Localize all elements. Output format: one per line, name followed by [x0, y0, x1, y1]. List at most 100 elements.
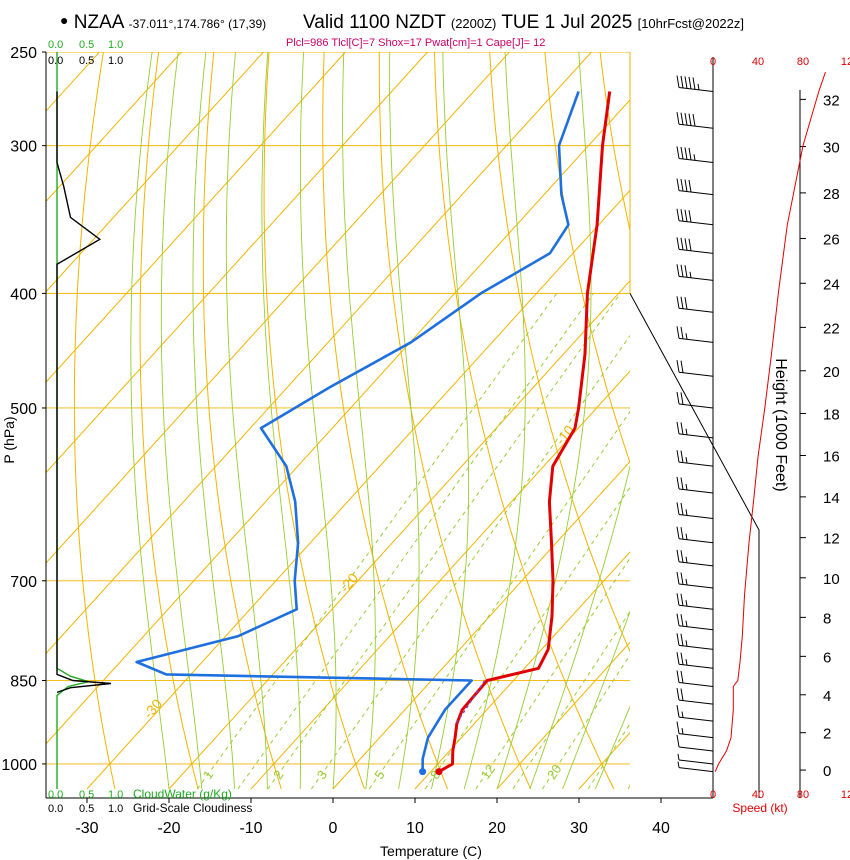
wind-barb	[676, 476, 714, 494]
temperature-tick-label: -20	[157, 820, 180, 837]
moist-adiabat	[225, 52, 268, 790]
speed-tick-label: 80	[797, 789, 809, 801]
pressure-tick-label: 850	[10, 673, 37, 690]
moist-adiabat	[529, 464, 630, 790]
temperature-tick-label: -10	[239, 820, 262, 837]
moist-adiabat	[160, 52, 203, 790]
pressure-tick-label: 250	[10, 45, 37, 62]
wind-barb	[676, 326, 714, 343]
wind-barb	[676, 593, 714, 610]
height-tick-label: 10	[823, 571, 840, 588]
wind-barb	[676, 112, 714, 129]
mixing-ratio-label: 20	[544, 762, 565, 782]
height-axis-label: Height (1000 Feet)	[772, 358, 789, 491]
speed-tick-label: 0	[710, 56, 716, 68]
wind-barb	[676, 633, 714, 650]
temperature-tick-label: 20	[488, 820, 506, 837]
speed-tick-label: 40	[752, 56, 764, 68]
speed-tick-label: 12	[841, 789, 850, 801]
cloudwater-label: CloudWater (g/Kg)	[133, 787, 232, 801]
isotherm-line	[46, 52, 428, 474]
wind-barb	[677, 761, 714, 773]
isotherm-line	[250, 370, 630, 790]
wind-barb	[676, 526, 714, 544]
dry-adiabat	[599, 52, 630, 233]
moist-adiabat	[594, 705, 630, 790]
mixing-ratio-label: 1	[200, 767, 216, 782]
isotherm-line	[86, 189, 630, 790]
temperature-surface-point	[435, 768, 443, 776]
moist-adiabat	[627, 783, 630, 790]
cloudwater-scale-tick: 0.0	[48, 39, 63, 51]
wind-barb	[676, 502, 714, 519]
height-tick-label: 26	[823, 231, 840, 248]
dewpoint-line	[135, 91, 580, 772]
mixing-ratio-label: 12	[477, 762, 498, 782]
wind-barb	[676, 146, 714, 163]
wind-barb	[676, 688, 714, 705]
cloudiness-label: Grid-Scale Cloudiness	[133, 801, 252, 815]
temperature-tick-label: 30	[570, 820, 588, 837]
cloudiness-scale-tick: 0.5	[79, 803, 94, 815]
cloudiness-scale-tick: 1.0	[108, 803, 123, 815]
dry-adiabat	[655, 52, 850, 789]
moist-adiabat	[430, 52, 470, 790]
temperature-tick-label: 10	[406, 820, 424, 837]
pressure-tick-label: 400	[10, 286, 37, 303]
wind-barb	[676, 734, 714, 752]
temperature-tick-label: -30	[75, 820, 98, 837]
dry-adiabat	[139, 52, 199, 790]
wind-barb	[676, 296, 714, 313]
isotherm-line	[46, 52, 510, 564]
wind-barb	[676, 75, 714, 93]
height-tick-label: 4	[823, 688, 831, 705]
moist-adiabat	[130, 52, 170, 790]
cloudwater-scale-tick: 1.0	[108, 789, 123, 801]
height-tick-label: 22	[823, 320, 840, 337]
isotherm-line	[661, 52, 850, 789]
temperature-tick-label: 40	[652, 820, 670, 837]
isotherm-line	[46, 52, 592, 655]
wind-barb	[676, 264, 714, 281]
cloudiness-scale-tick: 0.0	[48, 55, 63, 67]
isotherm-line	[332, 460, 630, 790]
cloudiness-scale-tick: 0.0	[48, 803, 63, 815]
moist-adiabat	[389, 52, 420, 790]
height-tick-label: 24	[823, 276, 840, 293]
grid-labels: 1 2 3 5 8 12 20-10-20-30	[140, 422, 578, 782]
valid-date: TUE 1 Jul 2025	[501, 12, 633, 33]
valid-header: Valid 1100 NZDT (2200Z) TUE 1 Jul 2025 […	[303, 12, 744, 34]
panel-boundary	[629, 293, 760, 798]
pressure-tick-label: 300	[10, 139, 37, 156]
mixing-ratio-line	[475, 557, 630, 790]
temperature-line	[438, 91, 612, 773]
height-tick-label: 0	[823, 763, 831, 780]
mixing-ratio-line	[368, 410, 630, 790]
wind-barb	[676, 208, 714, 226]
wind-barb	[677, 753, 714, 765]
wind-barb	[676, 549, 714, 567]
pressure-tick-label: 1000	[1, 757, 37, 774]
sounding-profiles	[135, 91, 612, 776]
wind-barb	[676, 237, 714, 254]
mixing-ratio-label: 5	[371, 767, 387, 782]
moist-adiabat	[299, 52, 337, 790]
dry-adiabat	[322, 52, 449, 790]
valid-time: Valid 1100 NZDT	[303, 12, 446, 33]
station-header: ● NZAA -37.011°,174.786° (17,39)	[60, 12, 266, 34]
mixing-ratio-line	[310, 334, 630, 790]
cloud_water-trace	[56, 52, 92, 789]
dry-adiabat	[434, 52, 615, 790]
parcel-path	[455, 680, 486, 725]
isotherm-label: -30	[140, 696, 165, 722]
isotherm-line	[496, 641, 630, 790]
dry-adiabat	[73, 52, 116, 790]
wind-barb	[676, 652, 714, 669]
station-id: NZAA	[73, 12, 124, 33]
isotherm-line	[414, 551, 630, 790]
x-axis-label: Temperature (C)	[380, 843, 482, 859]
pressure-tick-label: 500	[10, 401, 37, 418]
dewpoint-surface-point	[419, 768, 427, 776]
thermodynamic-grid	[46, 52, 850, 790]
